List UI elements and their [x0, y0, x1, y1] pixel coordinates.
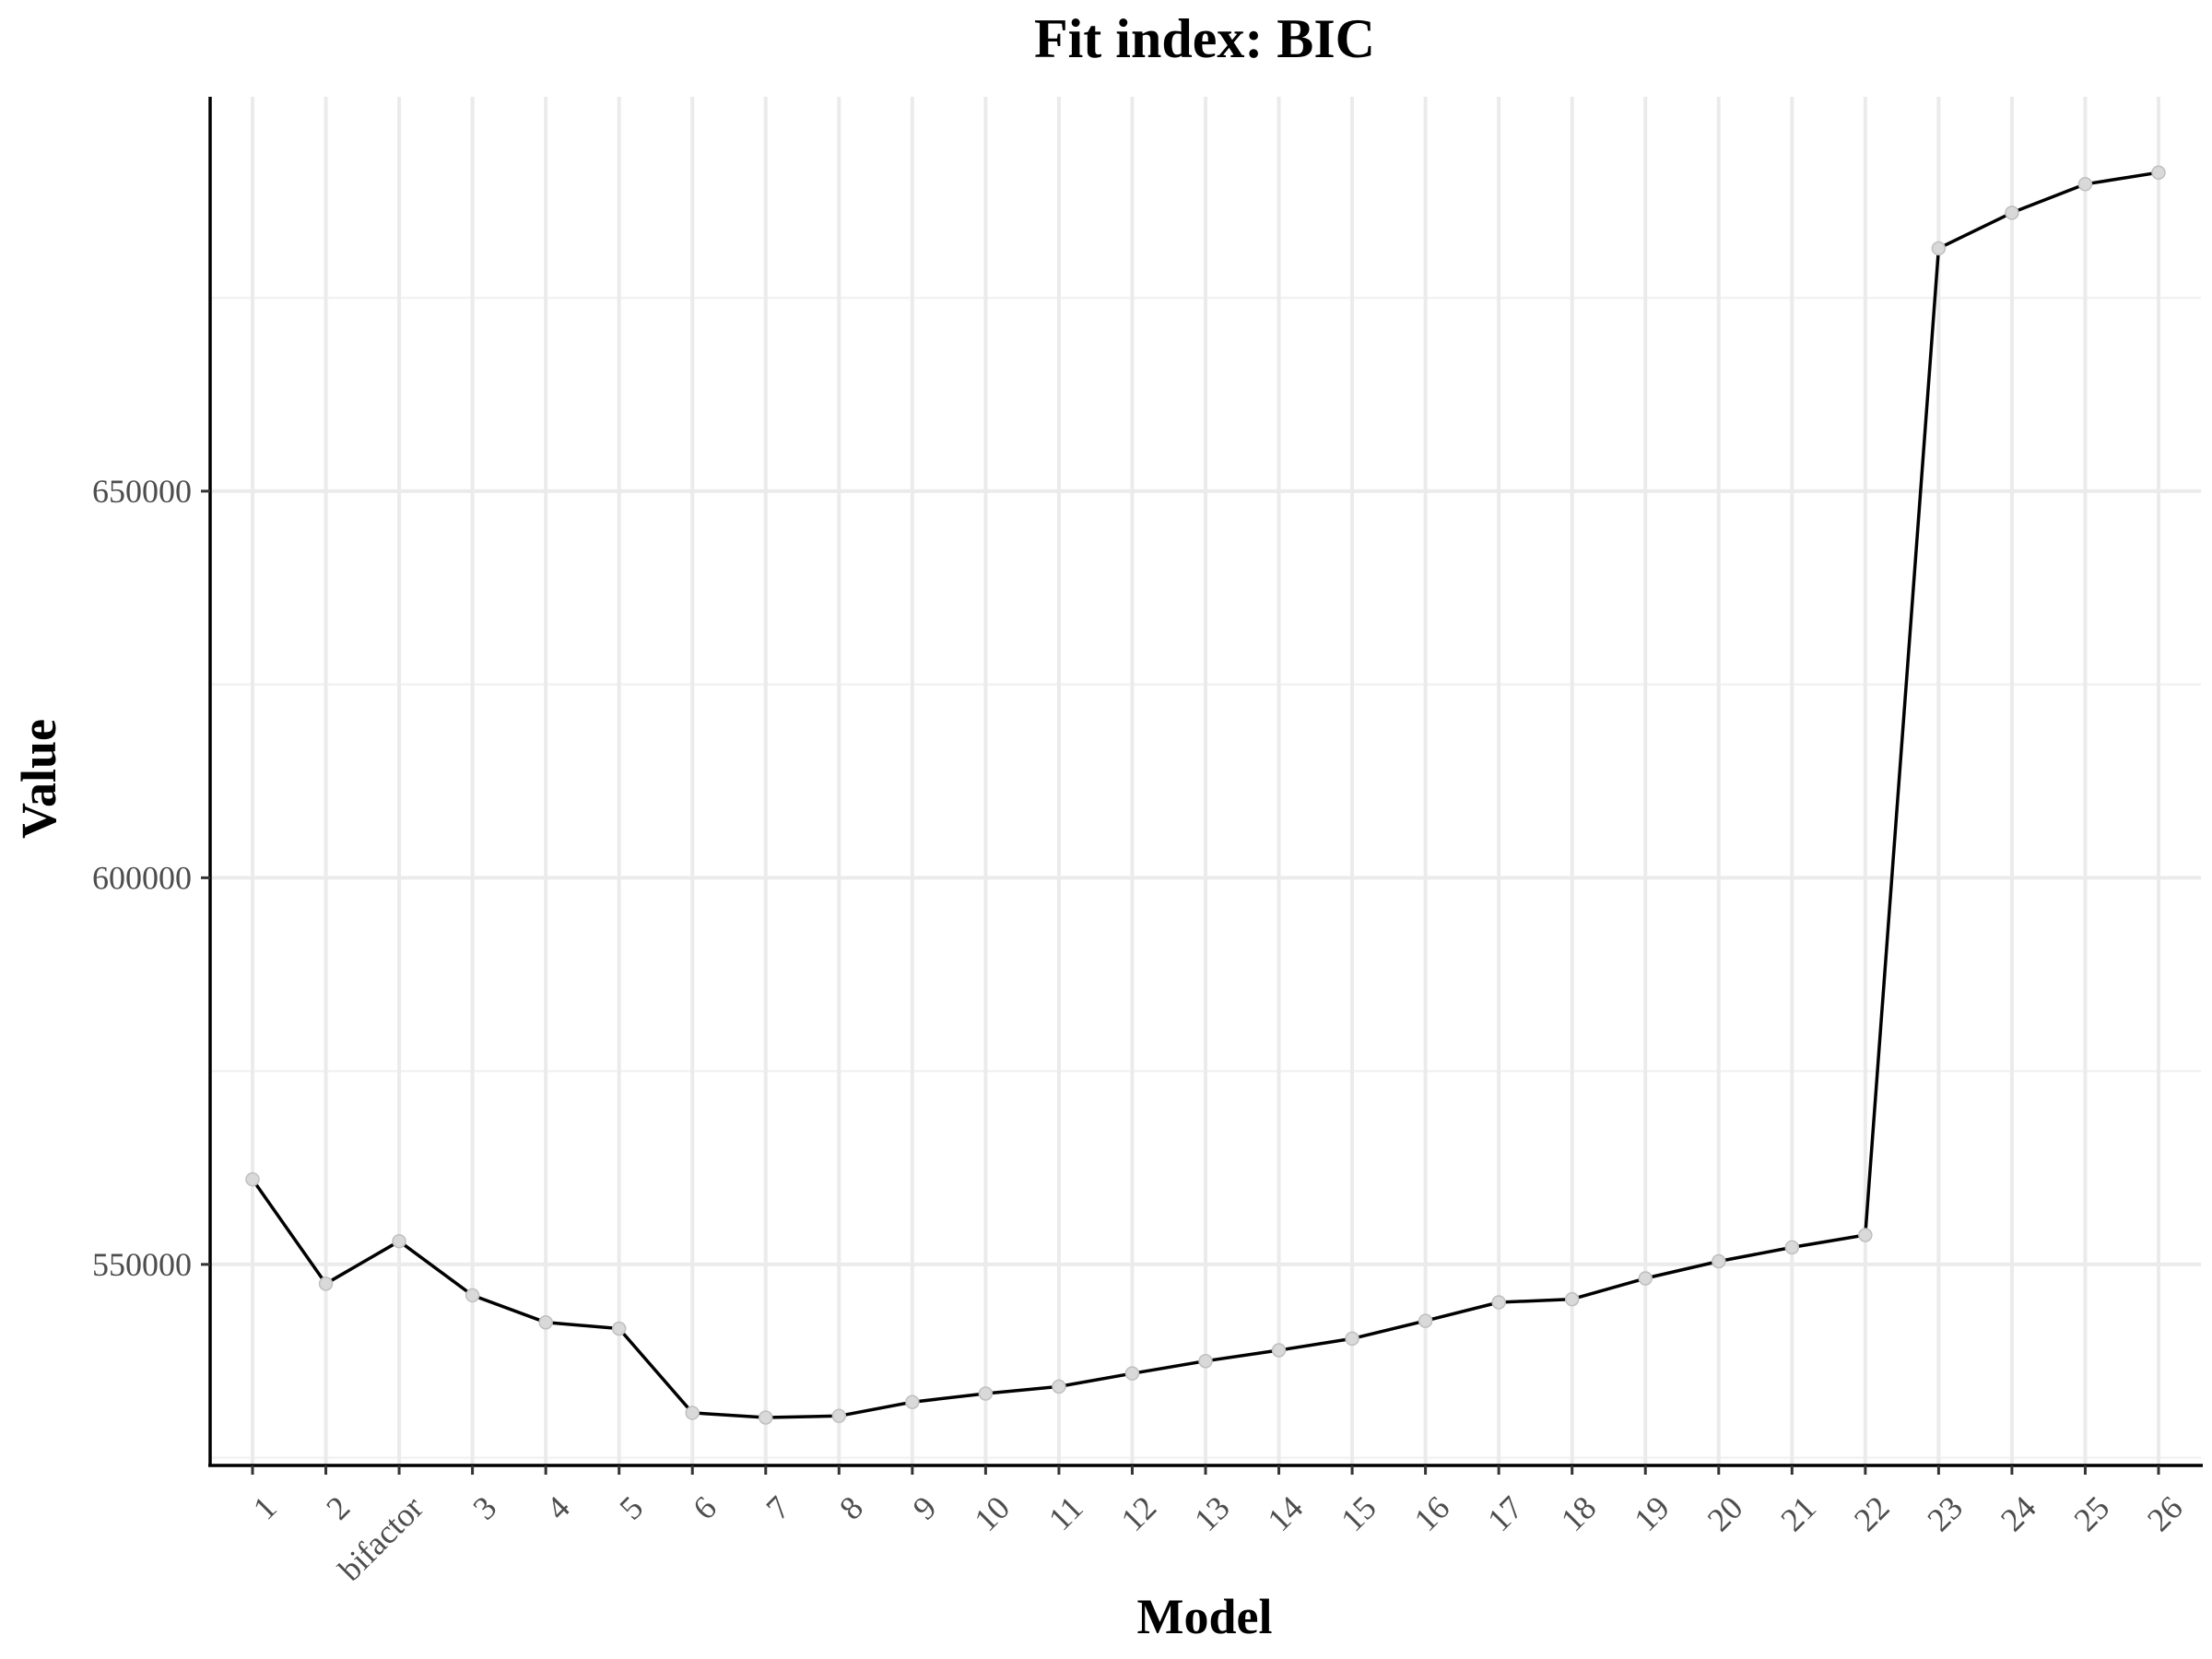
data-point: [1345, 1331, 1359, 1347]
x-tick-label: 1: [246, 1488, 284, 1526]
data-point: [1712, 1253, 1726, 1269]
data-point: [978, 1386, 994, 1401]
data-point: [1931, 241, 1947, 256]
data-point: [1638, 1271, 1653, 1286]
x-tick-label: 24: [1994, 1488, 2043, 1538]
x-tick-label: 10: [967, 1488, 1017, 1538]
data-point: [1491, 1295, 1506, 1310]
data-point: [1858, 1228, 1873, 1242]
data-point: [1784, 1240, 1800, 1255]
x-tick-label: 3: [465, 1488, 503, 1526]
data-point: [685, 1406, 700, 1420]
x-tick-label: 12: [1113, 1488, 1163, 1538]
data-point: [1564, 1291, 1580, 1307]
data-point: [905, 1394, 920, 1409]
data-point: [1198, 1353, 1213, 1369]
data-point: [1124, 1366, 1140, 1381]
data-point: [245, 1171, 260, 1187]
x-tick-label: 19: [1627, 1488, 1677, 1538]
data-point: [1052, 1379, 1066, 1394]
data-point: [392, 1233, 406, 1249]
data-point: [1271, 1343, 1287, 1358]
x-tick-label: 20: [1700, 1488, 1750, 1538]
y-tick-label: 650000: [92, 473, 192, 510]
y-tick-label: 600000: [92, 859, 192, 896]
x-tick-label: 11: [1041, 1488, 1090, 1537]
x-tick-label: 14: [1261, 1488, 1311, 1538]
x-tick-label: 4: [539, 1488, 577, 1526]
x-tick-label: 18: [1554, 1488, 1604, 1538]
data-point: [465, 1288, 480, 1303]
x-tick-label: 25: [2066, 1488, 2116, 1538]
grid: [210, 97, 2201, 1465]
data-point: [318, 1277, 334, 1291]
y-tick-label: 550000: [92, 1246, 192, 1283]
x-tick-label: 22: [1847, 1488, 1897, 1538]
data-point: [759, 1410, 773, 1425]
x-tick-label: 7: [759, 1488, 797, 1526]
chart-title: Fit index: BIC: [1034, 8, 1375, 69]
x-tick-label: 8: [832, 1488, 870, 1526]
data-point: [2005, 206, 2019, 220]
x-tick-label: 5: [612, 1488, 650, 1526]
data-point: [2077, 177, 2093, 192]
data-point: [2151, 165, 2166, 180]
x-tick-label: 16: [1407, 1488, 1457, 1538]
data-point: [831, 1408, 847, 1424]
x-tick-label: bifactor: [331, 1488, 429, 1587]
x-tick-label: 26: [2140, 1488, 2190, 1538]
x-tick-label: 23: [1920, 1488, 1970, 1538]
data-point: [538, 1315, 553, 1330]
data-point: [1418, 1313, 1433, 1328]
data-point: [611, 1321, 627, 1336]
x-axis-title: Model: [1137, 1589, 1273, 1644]
series: [245, 165, 2166, 1425]
x-tick-label: 6: [686, 1488, 724, 1526]
y-axis-title: Value: [11, 719, 66, 839]
x-tick-label: 17: [1480, 1488, 1530, 1538]
x-tick-label: 21: [1773, 1488, 1823, 1538]
x-tick-label: 2: [319, 1488, 357, 1526]
x-tick-label: 13: [1187, 1488, 1237, 1538]
x-tick-label: 15: [1334, 1488, 1383, 1538]
x-tick-label: 9: [906, 1488, 944, 1526]
